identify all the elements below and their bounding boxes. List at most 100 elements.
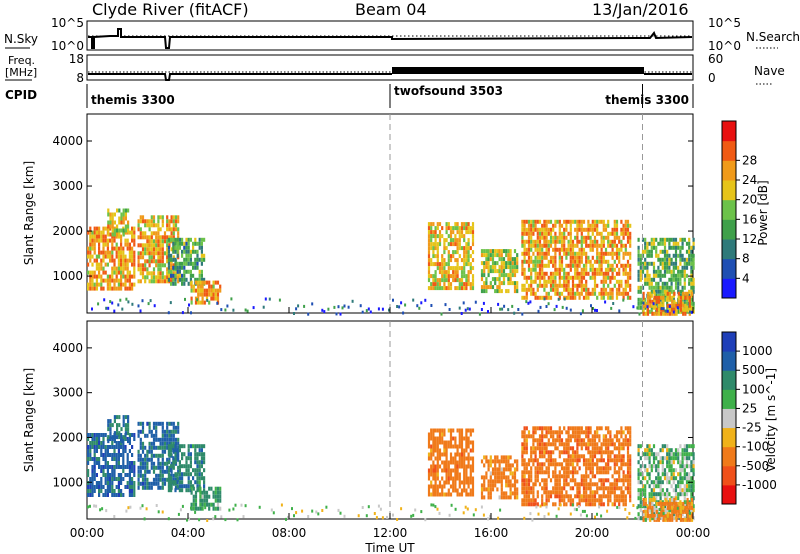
velocity-cell [177,465,180,470]
power-cell [674,273,678,278]
power-cell [115,270,118,275]
velocity-cell [670,468,673,473]
power-cell [692,241,695,246]
velocity-cell [521,474,524,479]
velocity-cell [651,501,654,506]
power-cell [491,257,495,262]
power-cell [120,270,123,275]
velocity-cell [212,502,215,507]
velocity-cell [487,463,490,468]
power-cell [558,235,561,240]
power-cell [494,269,497,274]
power-cell [571,291,575,296]
velocity-cell [441,488,444,493]
velocity-cell [552,462,555,467]
velocity-cell [196,452,199,457]
power-cell [430,246,433,251]
power-cell [91,274,94,279]
power-cell [639,265,642,270]
power-cell [589,227,592,232]
power-cell [648,281,651,286]
power-cell [471,222,475,227]
velocity-cell [686,509,689,514]
power-cell [133,226,136,231]
velocity-noise-cell [105,509,108,513]
velocity-cell [111,477,114,481]
velocity-cell [187,484,190,489]
velocity-cell [571,426,575,431]
velocity-cell [124,449,127,453]
velocity-cell [167,484,170,489]
velocity-noise-cell [489,514,491,518]
power-cell [159,263,162,268]
power-cell [607,251,610,256]
power-cell [602,243,605,248]
velocity-cell [174,425,178,430]
velocity-cell [629,498,632,503]
power-cell [660,295,663,300]
velocity-cell [199,490,202,495]
power-cell [609,239,612,244]
velocity-cell [567,470,570,475]
power-cell [652,269,656,274]
power-noise-cell [377,307,380,311]
velocity-cell [166,421,169,426]
power-cell [120,262,123,267]
velocity-cell [593,434,597,439]
power-cell [525,231,528,236]
velocity-cell [655,504,658,509]
power-cell [543,239,546,244]
velocity-cell [596,498,599,503]
power-cell [157,251,160,256]
power-cell [682,307,685,312]
velocity-cell [436,444,439,449]
velocity-noise-cell [689,511,691,515]
velocity-cell [434,448,437,453]
velocity-cell [679,472,682,477]
power-cell [454,278,457,283]
velocity-cell [690,497,694,502]
power-cell [170,273,173,278]
velocity-cell [104,461,107,465]
power-cell [98,274,101,279]
velocity-cell [456,464,459,469]
power-cell [672,261,675,266]
power-cell [152,279,156,284]
velocity-cell [659,480,662,485]
power-cell [666,311,669,316]
velocity-cell [198,472,201,477]
power-cell [567,219,570,224]
velocity-cell [87,437,90,441]
power-cell [681,265,684,270]
power-cell [445,278,448,283]
power-cell [144,243,147,248]
velocity-noise-cell [99,508,102,512]
velocity-cell [674,452,678,457]
power-cell [487,253,490,258]
power-cell [505,273,508,278]
velocity-cell [629,466,632,471]
power-cell [637,249,640,254]
velocity-cell [443,480,446,485]
power-cell [100,250,103,255]
power-cell [600,255,603,260]
velocity-cell [569,486,572,491]
power-cell [491,261,495,266]
velocity-cell [523,494,526,499]
velocity-cell [525,446,528,451]
power-cell [613,259,616,264]
power-cell [159,275,162,280]
colorbar-swatch [722,446,736,467]
power-cell [587,291,590,296]
power-cell [460,226,464,231]
velocity-cell [113,457,116,461]
velocity-cell [434,492,437,497]
power-cell [686,307,689,312]
velocity-cell [449,456,453,461]
velocity-cell [198,452,201,457]
velocity-cell [95,449,98,453]
power-cell [527,223,531,228]
power-cell [556,247,559,252]
velocity-cell [106,449,109,453]
velocity-cell [626,482,630,487]
